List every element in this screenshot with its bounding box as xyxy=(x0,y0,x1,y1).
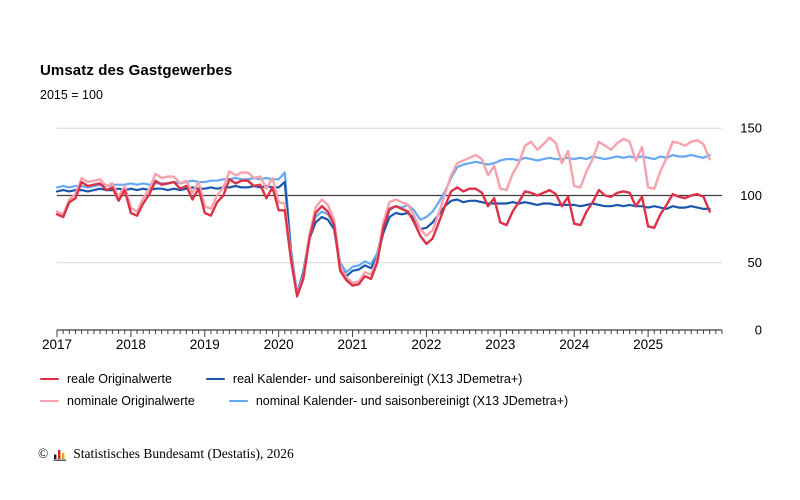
x-axis-year-label: 2024 xyxy=(559,337,590,352)
x-axis-year-label: 2020 xyxy=(264,337,294,352)
y-axis-label: 0 xyxy=(755,323,762,338)
x-axis-year-label: 2017 xyxy=(42,337,72,352)
x-axis-year-label: 2019 xyxy=(190,337,220,352)
x-axis-year-label: 2025 xyxy=(633,337,663,352)
legend-label: nominale Originalwerte xyxy=(67,394,195,408)
source-note: © Statistisches Bundesamt (Destatis), 20… xyxy=(38,446,294,462)
series-line-real_orig xyxy=(55,178,711,298)
index-base-note: 2015 = 100 xyxy=(40,88,103,102)
legend-marker-nom_orig xyxy=(40,399,59,403)
legend-row: reale Originalwerte real Kalender- und sa… xyxy=(40,372,760,386)
destatis-logo-icon xyxy=(53,449,67,461)
legend-marker-nom_adj xyxy=(228,399,248,403)
legend-item-real_orig: reale Originalwerte xyxy=(40,372,172,386)
y-axis-label: 100 xyxy=(740,188,762,203)
legend-item-nom_adj: nominal Kalender- und saisonbereinigt (X… xyxy=(228,394,569,408)
chart-legend: reale Originalwerte real Kalender- und sa… xyxy=(40,372,760,416)
y-axis-label: 150 xyxy=(740,121,762,136)
legend-label: nominal Kalender- und saisonbereinigt (X… xyxy=(255,394,569,408)
legend-item-real_adj: real Kalender- und saisonbereinigt (X13 … xyxy=(205,372,523,386)
legend-item-nom_orig: nominale Originalwerte xyxy=(40,394,195,408)
x-axis-year-label: 2018 xyxy=(116,337,146,352)
series-line-real_adj xyxy=(55,180,711,297)
legend-marker-real_orig xyxy=(40,377,59,381)
page-title: Umsatz des Gastgewerbes xyxy=(40,62,233,79)
legend-label: real Kalender- und saisonbereinigt (X13 … xyxy=(232,372,523,386)
x-axis-year-label: 2022 xyxy=(411,337,441,352)
legend-row: nominale Originalwerte nominal Kalender- … xyxy=(40,394,760,408)
series-line-nom_orig xyxy=(55,136,711,297)
source-text: Statistisches Bundesamt (Destatis), 2026 xyxy=(73,446,294,461)
copyright-symbol: © xyxy=(38,446,49,461)
line-chart: 0 50 100 150 2017 2018 2019 2020 2021 2022 2023 202… xyxy=(42,121,762,352)
x-axis-year-label: 2021 xyxy=(338,337,368,352)
legend-marker-real_adj xyxy=(205,377,225,381)
x-axis-year-label: 2023 xyxy=(485,337,515,352)
y-axis-label: 50 xyxy=(748,255,762,270)
legend-label: reale Originalwerte xyxy=(67,372,172,386)
